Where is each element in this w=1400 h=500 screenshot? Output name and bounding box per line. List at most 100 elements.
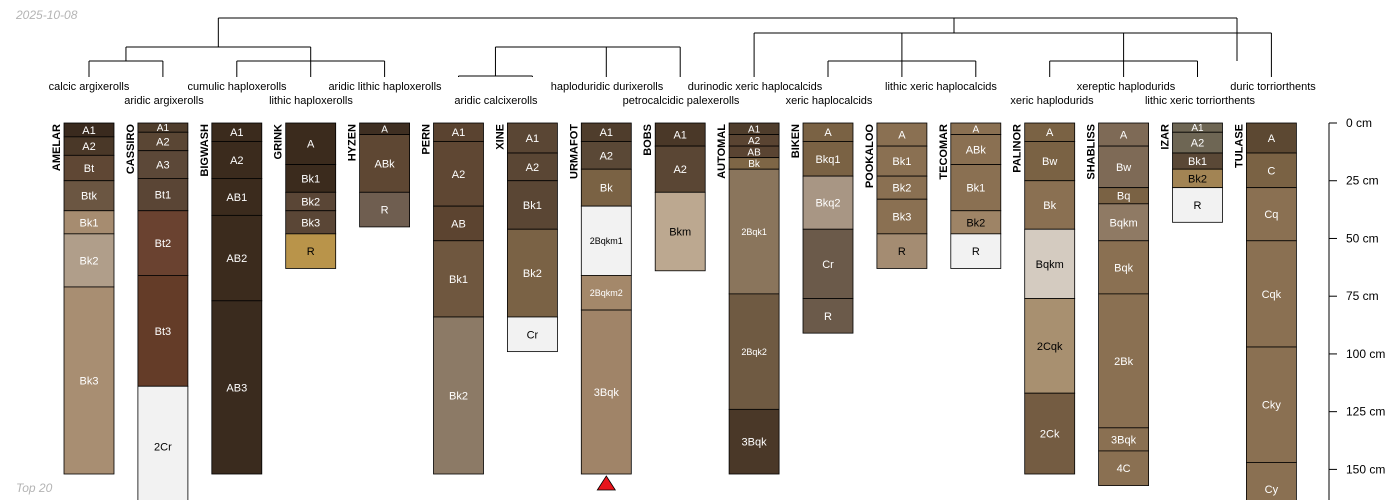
horizon-label: A1: [82, 125, 95, 137]
horizon-label: Cy: [1265, 484, 1279, 496]
profile-bigwash: A1 A2 AB1 AB2 AB3 BIGWASH: [199, 122, 263, 475]
horizon-label: A: [1268, 133, 1276, 145]
horizon-label: A1: [157, 123, 170, 134]
horizon-biken-r: [802, 298, 854, 334]
horizon-cassiro-bt1: [137, 178, 189, 212]
depth-tick-label: 50 cm: [1346, 231, 1379, 245]
horizon-label: 3Bqk: [742, 437, 768, 449]
horizon-grink-a: [285, 122, 337, 165]
horizon-label: 2Ck: [1040, 429, 1060, 441]
horizon-biken-cr: [802, 228, 854, 299]
horizon-label: Bk1: [301, 173, 320, 185]
profile-name-automal: AUTOMAL: [716, 124, 728, 179]
horizon-hyzen-r: [359, 191, 411, 228]
horizon-automal-2bqk1: [728, 168, 780, 295]
horizon-label: Bk3: [80, 375, 99, 387]
depth-tick-label: 25 cm: [1346, 174, 1379, 188]
class-label-aridic-lithic-haploxerolls: aridic lithic haploxerolls: [328, 81, 442, 93]
depth-tick-label: 100 cm: [1346, 347, 1385, 361]
profile-bobs: A1 A2 Bkm BOBS: [642, 122, 706, 272]
horizon-palinor-2cqk: [1024, 298, 1076, 394]
horizon-label: A2: [452, 169, 465, 181]
horizon-amelar-bk3: [63, 286, 115, 475]
depth-tick-label: 75 cm: [1346, 289, 1379, 303]
profile-name-xine: XINE: [494, 124, 506, 150]
horizon-pookaloo-bk1: [876, 145, 928, 177]
horizon-label: Bk1: [449, 274, 468, 286]
profile-name-bobs: BOBS: [642, 124, 654, 156]
horizon-label: A2: [673, 164, 686, 176]
marker-triangle: [596, 475, 617, 491]
class-label-lithic-haploxerolls: lithic haploxerolls: [269, 95, 353, 107]
horizon-label: 3Bqk: [1111, 434, 1137, 446]
horizon-xine-bk2: [506, 228, 558, 318]
horizon-label: Bk: [1043, 200, 1056, 212]
horizon-label: Bk2: [1188, 173, 1207, 185]
profile-shabliss: A Bw Bq Bqkm Bqk 2Bk 3Bqk 4C SHABLISS: [1086, 122, 1149, 486]
horizon-label: A1: [673, 130, 686, 142]
profile-name-izar: IZAR: [1160, 124, 1172, 150]
horizon-label: 4C: [1117, 463, 1131, 475]
horizon-shabliss-bqk: [1098, 240, 1149, 295]
horizon-label: Bqkm: [1036, 259, 1064, 271]
horizon-label: Btk: [81, 191, 97, 203]
horizon-label: Bt2: [155, 238, 172, 250]
horizon-tulase-cky: [1246, 346, 1297, 463]
horizon-label: A: [824, 127, 832, 139]
profile-izar: A1 A2 Bk1 Bk2 R IZAR: [1160, 122, 1223, 223]
horizon-label: Bq: [1117, 191, 1130, 203]
horizon-bigwash-ab2: [211, 214, 263, 302]
profile-name-palinor: PALINOR: [1012, 124, 1024, 173]
profile-name-shabliss: SHABLISS: [1086, 124, 1098, 180]
class-label-calcic-argixerolls: calcic argixerolls: [49, 81, 130, 93]
horizon-amelar-btk: [63, 180, 115, 212]
profile-name-pern: PERN: [421, 124, 433, 155]
horizon-urmafot-bk: [580, 168, 632, 207]
horizon-tecomar-abk: [950, 134, 1002, 165]
horizon-cassiro-a3: [137, 150, 189, 179]
profile-grink: A Bk1 Bk2 Bk3 R GRINK: [273, 122, 337, 269]
horizon-izar-r: [1172, 187, 1223, 223]
horizon-shabliss-4c: [1098, 450, 1149, 486]
horizon-automal-3bqk: [728, 408, 780, 475]
marker-layer: [596, 475, 617, 491]
profile-name-amelar: AMELAR: [51, 124, 63, 171]
horizon-urmafot-2bqkm1: [580, 205, 632, 276]
horizon-label: Cq: [1264, 209, 1278, 221]
profile-name-tecomar: TECOMAR: [938, 124, 950, 180]
horizon-pern-ab: [433, 205, 484, 242]
horizon-tulase-a: [1246, 122, 1297, 154]
horizon-shabliss-2bk: [1098, 293, 1149, 429]
horizon-label: 2Bqk1: [741, 227, 767, 237]
profile-xine: A1 A2 Bk1 Bk2 Cr XINE: [494, 122, 558, 353]
horizon-label: Bk1: [892, 156, 911, 168]
horizon-label: 2Bqk2: [741, 347, 767, 357]
horizon-label: A2: [526, 162, 539, 174]
horizon-label: Bw: [1116, 162, 1131, 174]
profile-name-urmafot: URMAFOT: [568, 124, 580, 179]
horizon-label: ABk: [375, 158, 396, 170]
horizon-bobs-a2: [654, 145, 706, 193]
horizon-label: AB3: [226, 382, 247, 394]
horizon-label: R: [1194, 200, 1202, 212]
horizon-pern-bk2: [433, 316, 484, 475]
horizon-label: AB1: [226, 192, 247, 204]
horizon-tulase-cy: [1246, 462, 1297, 500]
horizon-label: AB: [451, 218, 466, 230]
horizon-label: R: [898, 246, 906, 258]
horizon-label: Bqk: [1114, 262, 1133, 274]
horizon-bigwash-ab3: [211, 300, 263, 475]
horizon-label: R: [307, 246, 315, 258]
horizon-label: R: [381, 205, 389, 217]
horizon-label: ABk: [966, 145, 987, 157]
horizon-label: Bk2: [301, 196, 320, 208]
horizon-label: Bkm: [669, 226, 691, 238]
horizon-shabliss-bw: [1098, 145, 1149, 189]
horizon-hyzen-abk: [359, 134, 411, 193]
horizon-label: C: [1267, 165, 1275, 177]
profile-tulase: A C Cq Cqk Cky Cy TULASE: [1233, 122, 1297, 500]
class-label-durinodic-xeric-haplocalcids: durinodic xeric haplocalcids: [688, 81, 823, 93]
horizon-grink-r: [285, 233, 337, 269]
